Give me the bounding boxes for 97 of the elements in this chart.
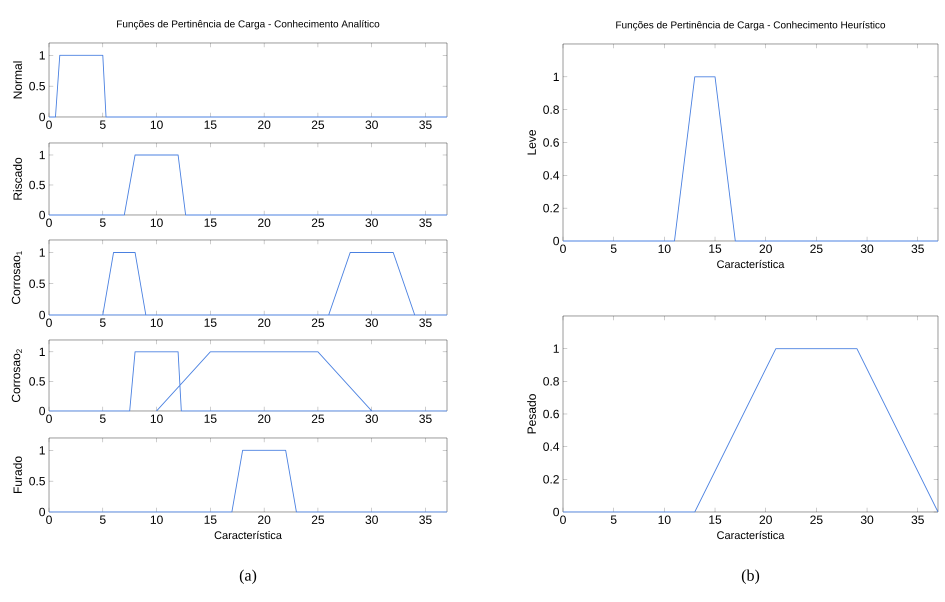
y-axis-title: Corrosao$_{1}$ bbox=[12, 251, 22, 304]
x-tick-label: 10 bbox=[150, 318, 163, 328]
y-tick-label: 0.6 bbox=[543, 138, 559, 147]
x-tick-label: 35 bbox=[419, 120, 432, 130]
y-tick-label: 0.2 bbox=[543, 475, 559, 484]
x-tick-label: 25 bbox=[312, 218, 324, 228]
x-tick-label: 25 bbox=[810, 244, 823, 254]
x-tick-label: 20 bbox=[258, 516, 270, 524]
y-tick-label: 0.8 bbox=[543, 377, 559, 386]
text: (a) bbox=[240, 570, 256, 584]
x-tick-label: 35 bbox=[912, 244, 924, 254]
y-tick-label: 0.5 bbox=[29, 279, 45, 288]
x-tick-label: 0 bbox=[560, 516, 566, 524]
x-tick-label: 0 bbox=[46, 120, 52, 130]
y-axis-title: Riscado bbox=[13, 158, 22, 200]
y-tick-label: 1 bbox=[40, 248, 45, 257]
x-tick-label: 10 bbox=[150, 516, 163, 524]
y-tick-label: 0 bbox=[39, 210, 46, 220]
x-axis-title: Característica bbox=[717, 530, 784, 540]
x-tick-label: 5 bbox=[100, 120, 106, 129]
y-tick-label: 1 bbox=[40, 348, 45, 356]
x-tick-label: 5 bbox=[100, 414, 106, 423]
y-tick-label: 0.5 bbox=[29, 82, 45, 90]
x-tick-label: 30 bbox=[365, 414, 378, 424]
x-tick-label: 30 bbox=[365, 516, 378, 524]
y-tick-label: 0.4 bbox=[543, 171, 560, 180]
x-tick-label: 30 bbox=[365, 120, 378, 130]
chart-title: Funções de Pertinência de Carga - Conhecimento Analítico bbox=[117, 20, 380, 30]
y-axis-title: Pesado bbox=[527, 394, 536, 434]
x-tick-label: 0 bbox=[46, 516, 52, 524]
x-tick-label: 10 bbox=[150, 218, 163, 228]
y-axis-title: Normal bbox=[13, 61, 22, 98]
x-tick-label: 25 bbox=[810, 516, 823, 524]
y-tick-label: 0 bbox=[553, 236, 560, 246]
x-tick-label: 5 bbox=[100, 318, 106, 327]
x-tick-label: 20 bbox=[258, 318, 270, 328]
x-axis-title: Característica bbox=[717, 260, 784, 268]
x-tick-label: 10 bbox=[658, 516, 671, 524]
x-tick-label: 15 bbox=[204, 414, 217, 423]
x-tick-label: 15 bbox=[204, 218, 217, 227]
y-tick-label: 1 bbox=[554, 72, 559, 81]
y-tick-label: 0.8 bbox=[543, 105, 559, 114]
x-tick-label: 30 bbox=[860, 516, 874, 524]
y-tick-label: 0.4 bbox=[543, 442, 560, 451]
x-tick-label: 35 bbox=[912, 516, 924, 524]
x-tick-label: 30 bbox=[365, 218, 378, 228]
y-tick-label: 0.6 bbox=[543, 410, 559, 418]
x-tick-label: 0 bbox=[560, 244, 566, 254]
x-tick-label: 5 bbox=[100, 516, 106, 524]
x-tick-label: 5 bbox=[610, 244, 617, 253]
y-tick-label: 1 bbox=[40, 446, 45, 454]
y-axis-title: Corrosao$_{2}$ bbox=[12, 349, 22, 402]
x-tick-label: 0 bbox=[46, 218, 52, 228]
x-tick-label: 0 bbox=[46, 414, 52, 424]
x-tick-label: 20 bbox=[760, 244, 772, 254]
x-tick-label: 20 bbox=[258, 414, 270, 424]
y-tick-label: 0 bbox=[553, 508, 560, 516]
x-tick-label: 30 bbox=[860, 244, 874, 254]
y-tick-label: 0 bbox=[39, 112, 46, 122]
y-tick-label: 1 bbox=[40, 51, 45, 60]
y-axis-title: Leve bbox=[528, 130, 536, 155]
x-tick-label: 35 bbox=[419, 218, 432, 228]
y-tick-label: 0.5 bbox=[29, 377, 45, 386]
x-tick-label: 25 bbox=[312, 120, 324, 130]
x-tick-label: 15 bbox=[204, 318, 217, 327]
chart-title: Funções de Pertinência de Carga - Conhecimento Heurístico bbox=[616, 20, 886, 30]
y-tick-label: 0.2 bbox=[543, 204, 559, 212]
x-tick-label: 10 bbox=[658, 244, 671, 254]
x-tick-label: 15 bbox=[204, 516, 217, 524]
y-tick-label: 0 bbox=[39, 406, 46, 416]
x-tick-label: 20 bbox=[258, 218, 270, 228]
x-tick-label: 15 bbox=[709, 516, 722, 524]
x-tick-label: 35 bbox=[419, 414, 432, 424]
x-tick-label: 20 bbox=[760, 516, 772, 524]
x-tick-label: 5 bbox=[100, 218, 106, 227]
x-tick-label: 25 bbox=[312, 318, 324, 328]
y-tick-label: 0.5 bbox=[29, 476, 45, 486]
y-tick-label: 1 bbox=[40, 150, 45, 160]
x-tick-label: 10 bbox=[150, 120, 163, 130]
y-tick-label: 0.5 bbox=[29, 180, 45, 190]
x-tick-label: 15 bbox=[204, 120, 217, 129]
y-axis-title: Furado bbox=[13, 456, 22, 494]
x-tick-label: 35 bbox=[419, 516, 432, 524]
y-tick-label: 0 bbox=[39, 310, 46, 320]
y-tick-label: 0 bbox=[39, 508, 46, 516]
y-tick-label: 1 bbox=[554, 344, 559, 353]
x-tick-label: 10 bbox=[150, 414, 163, 424]
x-tick-label: 20 bbox=[258, 120, 270, 130]
x-tick-label: 0 bbox=[46, 318, 52, 328]
x-tick-label: 25 bbox=[312, 516, 324, 524]
x-axis-title: Característica bbox=[214, 530, 282, 540]
x-tick-label: 35 bbox=[419, 318, 432, 328]
text: (b) bbox=[742, 570, 760, 584]
x-tick-label: 25 bbox=[312, 414, 324, 424]
x-tick-label: 5 bbox=[610, 516, 617, 524]
x-tick-label: 15 bbox=[709, 244, 722, 253]
x-tick-label: 30 bbox=[365, 318, 378, 328]
